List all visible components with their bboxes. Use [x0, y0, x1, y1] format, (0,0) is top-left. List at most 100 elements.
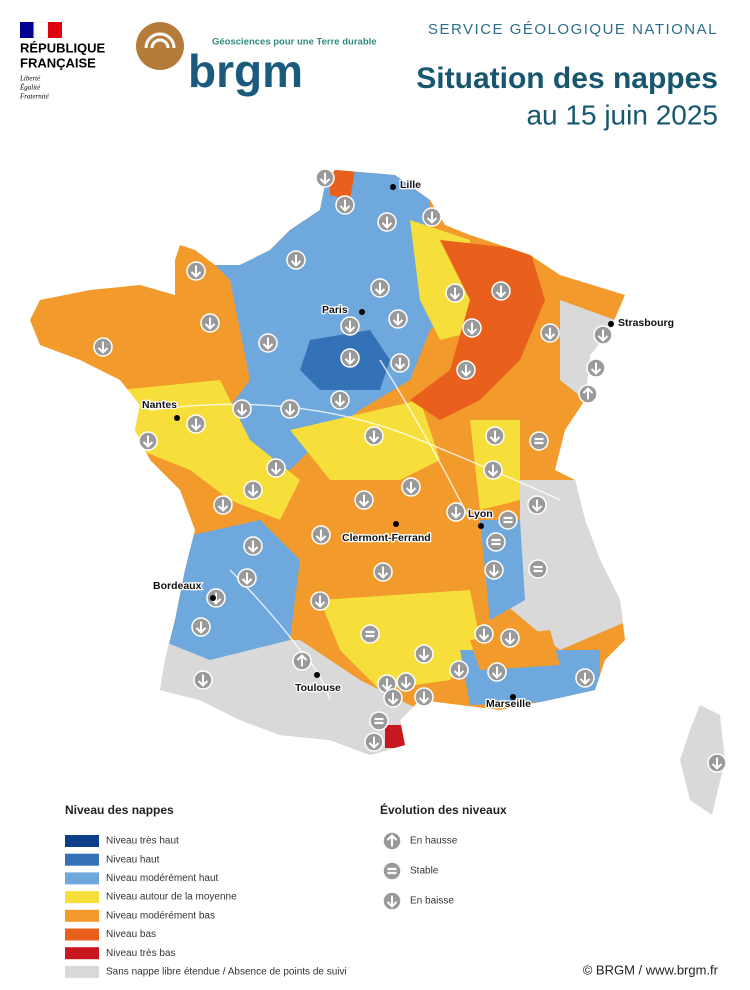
france-map — [30, 170, 625, 755]
city-dot — [174, 415, 180, 421]
trend-symbol — [534, 437, 544, 445]
city-label: Lille — [400, 179, 421, 191]
trend-symbol — [344, 320, 356, 333]
city-dot — [359, 309, 365, 315]
legend-label: Niveau autour de la moyenne — [106, 892, 237, 903]
trend-symbol — [381, 216, 393, 229]
city-label: Clermont-Ferrand — [342, 532, 431, 544]
trend-symbol — [491, 538, 501, 546]
legend-label: Niveau haut — [106, 854, 160, 865]
trend-symbol — [491, 666, 503, 679]
trend-symbol — [334, 394, 346, 407]
legend-label: Niveau modérément haut — [106, 873, 219, 884]
trend-symbol — [487, 464, 499, 477]
zone — [560, 300, 615, 400]
trend-symbol — [582, 387, 594, 400]
trend-symbol — [377, 566, 389, 579]
trend-icon — [529, 431, 549, 451]
trend-symbol — [358, 494, 370, 507]
trend-symbol — [488, 564, 500, 577]
credit: © BRGM / www.brgm.fr — [583, 962, 719, 977]
trend-icon — [369, 711, 389, 731]
trend-icon — [498, 510, 518, 530]
trend-symbol — [368, 430, 380, 443]
map-subtitle: au 15 juin 2025 — [526, 99, 718, 130]
trend-symbol — [344, 352, 356, 365]
trend-symbol — [386, 834, 398, 847]
legend-swatch — [65, 928, 99, 941]
trend-symbol — [381, 678, 393, 691]
republic-line: FRANÇAISE — [20, 55, 96, 70]
city-dot — [510, 694, 516, 700]
evolution-legend: En hausse Stable En baisse — [382, 831, 458, 911]
trend-symbol — [339, 199, 351, 212]
legend-label: Sans nappe libre étendue / Absence de po… — [106, 967, 347, 978]
trend-symbol — [296, 654, 308, 667]
trend-symbol — [190, 418, 202, 431]
legend-swatch — [65, 835, 99, 847]
trend-symbol — [426, 211, 438, 224]
legend-swatch — [65, 853, 99, 866]
trend-symbol — [197, 674, 209, 687]
evolution-label: Stable — [410, 866, 439, 877]
trend-icon — [382, 861, 402, 881]
city-label: Marseille — [486, 698, 531, 710]
city-dot — [393, 521, 399, 527]
brgm-wordmark: brgm — [188, 45, 303, 97]
zone — [320, 590, 480, 690]
city-label: Toulouse — [295, 682, 341, 694]
brgm-logo-arc — [144, 32, 176, 49]
trend-symbol — [418, 648, 430, 661]
city-dot — [314, 672, 320, 678]
trend-icons — [93, 168, 727, 773]
trend-symbol — [142, 435, 154, 448]
trend-symbol — [386, 895, 398, 908]
trend-symbol — [241, 572, 253, 585]
city-label: Strasbourg — [618, 317, 674, 329]
legend-swatch — [65, 965, 99, 978]
trend-symbol — [504, 632, 516, 645]
trend-symbol — [314, 595, 326, 608]
trend-symbol — [262, 337, 274, 350]
legend-swatch — [65, 891, 99, 904]
trend-symbol — [544, 327, 556, 340]
trend-symbol — [394, 357, 406, 370]
trend-symbol — [392, 313, 404, 326]
motto: Liberté — [19, 75, 41, 83]
motto: Fraternité — [19, 93, 50, 101]
map-title: Situation des nappes — [416, 62, 718, 95]
trend-symbol — [533, 565, 543, 573]
trend-icon — [360, 624, 380, 644]
legend: Niveau très haut Niveau haut Niveau modéré… — [65, 835, 347, 978]
trend-symbol — [190, 265, 202, 278]
trend-symbol — [97, 341, 109, 354]
trend-symbol — [449, 287, 461, 300]
zone — [290, 400, 440, 480]
cities: Lille Paris Strasbourg Nantes Lyon Clerm… — [141, 178, 676, 712]
trend-icon — [528, 559, 548, 579]
trend-symbol — [495, 285, 507, 298]
trend-symbol — [387, 692, 399, 705]
city-label: Bordeaux — [153, 580, 202, 592]
city-label: Paris — [322, 304, 348, 316]
zone — [330, 170, 355, 200]
trend-symbol — [270, 462, 282, 475]
zone — [470, 630, 560, 670]
legend-label: Niveau très bas — [106, 948, 175, 959]
trend-symbol — [405, 481, 417, 494]
trend-symbol — [290, 254, 302, 267]
trend-symbol — [579, 672, 591, 685]
trend-symbol — [489, 430, 501, 443]
flag-blue — [20, 22, 34, 38]
trend-symbol — [466, 322, 478, 335]
trend-icon — [486, 532, 506, 552]
legend-swatch — [65, 947, 99, 960]
legend-label: Niveau très haut — [106, 836, 179, 847]
zone — [385, 725, 412, 748]
tagline: Géosciences pour une Terre durable — [212, 37, 377, 48]
city-dot — [608, 321, 614, 327]
city-dot — [478, 523, 484, 529]
flag-white — [33, 21, 49, 39]
